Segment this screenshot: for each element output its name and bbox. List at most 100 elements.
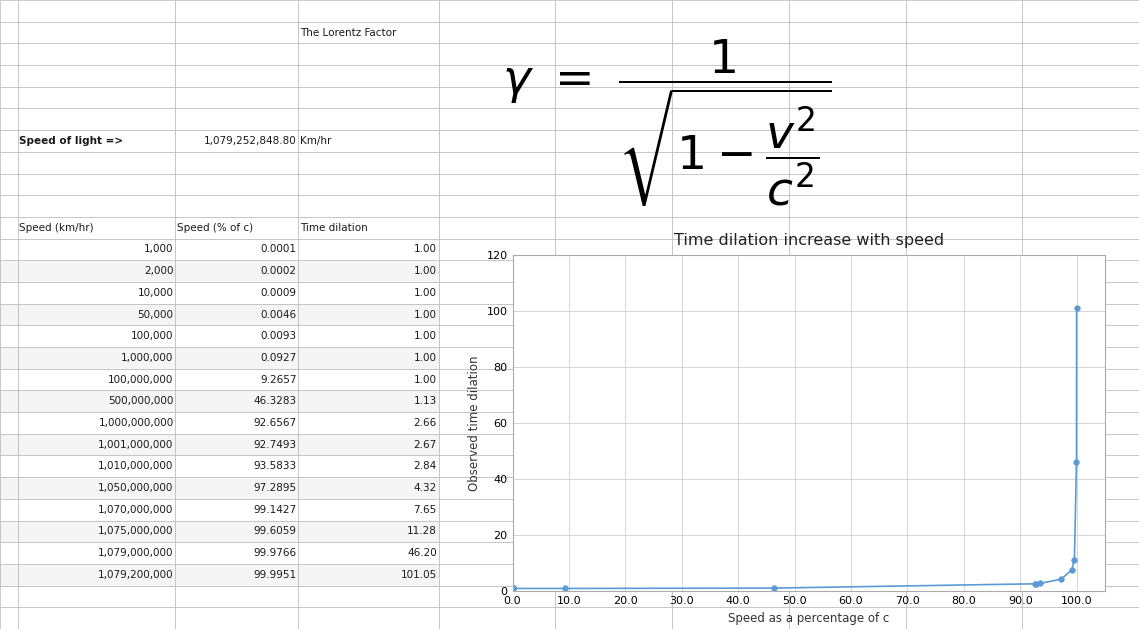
Bar [788, 477, 906, 499]
Bar [298, 542, 439, 564]
Bar [298, 542, 439, 564]
Bar [439, 542, 556, 564]
Bar [1023, 174, 1139, 195]
Bar [17, 434, 175, 455]
Text: 99.6059: 99.6059 [254, 526, 296, 537]
Bar [298, 521, 439, 542]
Bar [298, 434, 439, 455]
Bar [17, 434, 175, 455]
Bar [298, 174, 439, 195]
Bar [175, 195, 298, 217]
Bar [0, 304, 17, 325]
Bar [175, 499, 298, 521]
Bar [175, 434, 298, 455]
Bar [298, 521, 439, 542]
Bar [556, 108, 672, 130]
Bar [906, 108, 1023, 130]
Bar [788, 455, 906, 477]
Bar [1023, 347, 1139, 369]
Bar [17, 564, 175, 586]
Bar [0, 412, 17, 434]
Bar [17, 0, 175, 21]
Bar [1023, 304, 1139, 325]
Bar [175, 564, 298, 586]
Text: 1.00: 1.00 [413, 288, 436, 298]
Bar [556, 455, 672, 477]
Bar [439, 564, 556, 586]
Bar [1023, 434, 1139, 455]
Bar [672, 412, 788, 434]
Bar [17, 412, 175, 434]
Bar [906, 455, 1023, 477]
Bar [175, 477, 298, 499]
Bar [0, 434, 17, 455]
Bar [298, 586, 439, 608]
Bar [298, 564, 439, 586]
Bar [17, 108, 175, 130]
Text: 0.0093: 0.0093 [261, 331, 296, 341]
Bar [906, 21, 1023, 43]
Bar [298, 0, 439, 21]
Bar [1023, 21, 1139, 43]
Title: Time dilation increase with speed: Time dilation increase with speed [673, 233, 944, 248]
Bar [906, 87, 1023, 108]
Bar [556, 499, 672, 521]
Bar [556, 412, 672, 434]
Bar [788, 586, 906, 608]
Bar [906, 43, 1023, 65]
Bar [439, 65, 556, 87]
Bar [556, 477, 672, 499]
Bar [906, 347, 1023, 369]
Text: 10,000: 10,000 [138, 288, 173, 298]
Bar [298, 217, 439, 238]
Text: 0.0927: 0.0927 [260, 353, 296, 363]
Bar [556, 130, 672, 152]
Bar [17, 347, 175, 369]
Bar [298, 130, 439, 152]
Text: 7.65: 7.65 [413, 504, 436, 515]
Bar [17, 238, 175, 260]
Text: Speed (km/hr): Speed (km/hr) [19, 223, 93, 233]
Bar [17, 586, 175, 608]
Bar [1023, 130, 1139, 152]
Text: 1,000,000: 1,000,000 [121, 353, 173, 363]
Bar [0, 238, 17, 260]
Bar [175, 369, 298, 391]
Bar [556, 195, 672, 217]
Bar [298, 130, 439, 152]
Bar [175, 412, 298, 434]
Bar [175, 304, 298, 325]
Bar [906, 0, 1023, 21]
Bar [1023, 608, 1139, 629]
Bar [1023, 108, 1139, 130]
Bar [788, 0, 906, 21]
Bar [672, 455, 788, 477]
Bar [556, 542, 672, 564]
Bar [17, 130, 175, 152]
Bar [0, 521, 17, 542]
Bar [17, 369, 175, 391]
Bar [175, 542, 298, 564]
Bar [175, 130, 298, 152]
Bar [556, 586, 672, 608]
Bar [906, 152, 1023, 174]
Bar [906, 542, 1023, 564]
Bar [788, 608, 906, 629]
Bar [175, 477, 298, 499]
Bar [0, 325, 17, 347]
Bar [439, 282, 556, 304]
Bar [906, 369, 1023, 391]
Bar [175, 521, 298, 542]
Bar [298, 369, 439, 391]
Bar [298, 477, 439, 499]
Bar [556, 238, 672, 260]
Bar [298, 152, 439, 174]
Bar [788, 87, 906, 108]
Bar [672, 152, 788, 174]
Bar [556, 434, 672, 455]
Text: 99.1427: 99.1427 [253, 504, 296, 515]
Bar [0, 217, 17, 238]
Bar [0, 108, 17, 130]
Bar [788, 369, 906, 391]
Bar [788, 282, 906, 304]
